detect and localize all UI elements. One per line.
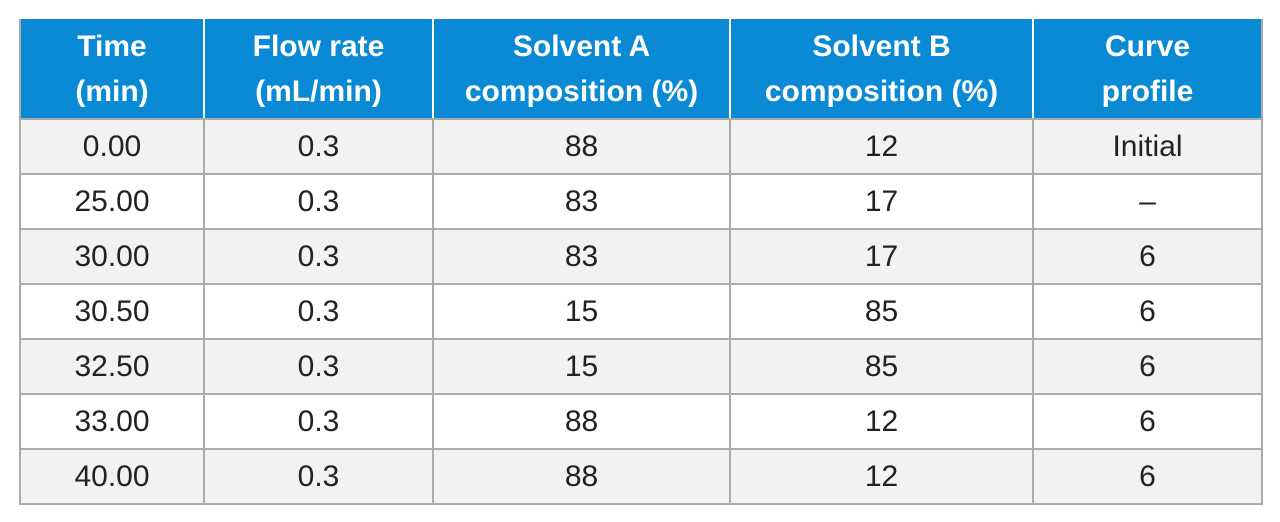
cell-solvent-a: 15 (432, 338, 731, 395)
cell-solvent-a: 83 (432, 228, 731, 285)
header-row: Time (min) Flow rate (mL/min) Solvent A … (19, 19, 1263, 120)
cell-curve-profile: Initial (1032, 118, 1263, 175)
cell-flow-rate: 0.3 (203, 228, 434, 285)
cell-solvent-b: 85 (729, 283, 1034, 340)
cell-solvent-a: 88 (432, 393, 731, 450)
cell-time: 0.00 (19, 118, 205, 175)
cell-flow-rate: 0.3 (203, 393, 434, 450)
cell-curve-profile: 6 (1032, 283, 1263, 340)
cell-time: 30.50 (19, 283, 205, 340)
header-solvent-b: Solvent B composition (%) (729, 19, 1034, 120)
table-row: 40.00 0.3 88 12 6 (19, 448, 1263, 505)
cell-solvent-b: 17 (729, 173, 1034, 230)
cell-flow-rate: 0.3 (203, 283, 434, 340)
cell-time: 30.00 (19, 228, 205, 285)
cell-time: 25.00 (19, 173, 205, 230)
cell-solvent-a: 88 (432, 118, 731, 175)
cell-curve-profile: 6 (1032, 393, 1263, 450)
cell-time: 33.00 (19, 393, 205, 450)
cell-solvent-b: 17 (729, 228, 1034, 285)
gradient-table-container: Time (min) Flow rate (mL/min) Solvent A … (19, 19, 1263, 505)
table-row: 30.50 0.3 15 85 6 (19, 283, 1263, 340)
table-row: 32.50 0.3 15 85 6 (19, 338, 1263, 395)
header-curve-profile: Curve profile (1032, 19, 1263, 120)
table-row: 30.00 0.3 83 17 6 (19, 228, 1263, 285)
cell-solvent-a: 15 (432, 283, 731, 340)
cell-flow-rate: 0.3 (203, 338, 434, 395)
header-time: Time (min) (19, 19, 205, 120)
cell-time: 32.50 (19, 338, 205, 395)
cell-curve-profile: – (1032, 173, 1263, 230)
cell-curve-profile: 6 (1032, 228, 1263, 285)
cell-solvent-b: 12 (729, 118, 1034, 175)
table-body: 0.00 0.3 88 12 Initial 25.00 0.3 83 17 –… (19, 118, 1263, 505)
cell-flow-rate: 0.3 (203, 448, 434, 505)
gradient-table: Time (min) Flow rate (mL/min) Solvent A … (19, 19, 1263, 505)
table-row: 25.00 0.3 83 17 – (19, 173, 1263, 230)
header-flow-rate: Flow rate (mL/min) (203, 19, 434, 120)
table-row: 0.00 0.3 88 12 Initial (19, 118, 1263, 175)
cell-solvent-a: 88 (432, 448, 731, 505)
header-solvent-a: Solvent A composition (%) (432, 19, 731, 120)
cell-flow-rate: 0.3 (203, 118, 434, 175)
cell-solvent-b: 85 (729, 338, 1034, 395)
cell-solvent-a: 83 (432, 173, 731, 230)
cell-solvent-b: 12 (729, 393, 1034, 450)
cell-flow-rate: 0.3 (203, 173, 434, 230)
table-row: 33.00 0.3 88 12 6 (19, 393, 1263, 450)
cell-curve-profile: 6 (1032, 448, 1263, 505)
table-header: Time (min) Flow rate (mL/min) Solvent A … (19, 19, 1263, 120)
cell-time: 40.00 (19, 448, 205, 505)
cell-curve-profile: 6 (1032, 338, 1263, 395)
cell-solvent-b: 12 (729, 448, 1034, 505)
